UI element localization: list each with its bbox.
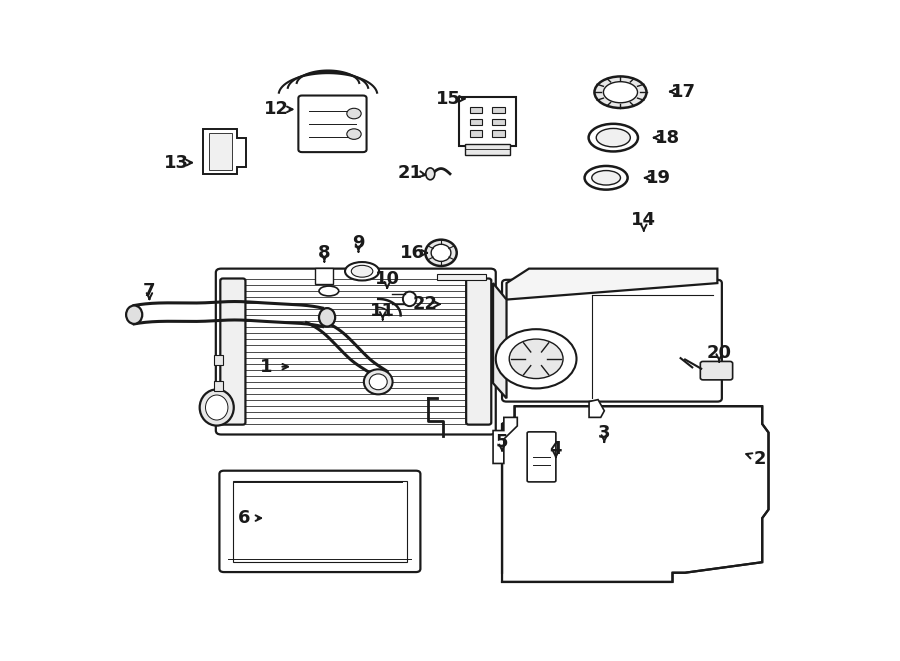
Text: 17: 17 [670,83,696,100]
Bar [470,130,482,137]
Ellipse shape [596,128,630,147]
Text: 4: 4 [550,440,562,458]
Polygon shape [493,417,518,463]
Text: 16: 16 [400,244,425,262]
Bar [214,381,223,391]
FancyBboxPatch shape [502,280,722,402]
Text: 9: 9 [352,234,365,252]
Text: 1: 1 [260,358,273,375]
Ellipse shape [426,168,435,180]
Ellipse shape [603,82,637,102]
FancyBboxPatch shape [700,362,733,380]
Text: 12: 12 [264,100,288,118]
Ellipse shape [589,124,638,151]
Circle shape [346,108,361,119]
Bar [492,118,505,125]
Circle shape [346,129,361,139]
FancyBboxPatch shape [466,278,491,424]
FancyBboxPatch shape [220,278,246,424]
Bar [465,144,510,155]
Polygon shape [203,129,247,174]
Text: 11: 11 [370,302,395,320]
Polygon shape [493,283,507,399]
Text: 6: 6 [238,509,250,527]
Text: 21: 21 [398,163,423,182]
Text: 13: 13 [164,153,189,172]
FancyBboxPatch shape [220,471,420,572]
Polygon shape [502,407,769,582]
Ellipse shape [319,308,335,327]
FancyBboxPatch shape [527,432,556,482]
Text: 8: 8 [318,244,330,262]
Bar [470,106,482,113]
Polygon shape [209,133,232,170]
Bar [492,106,505,113]
Ellipse shape [351,265,373,277]
Text: 7: 7 [143,282,156,300]
FancyBboxPatch shape [216,268,496,434]
Text: 18: 18 [654,129,680,147]
Text: 3: 3 [598,424,610,442]
Bar [233,481,407,563]
Text: 19: 19 [645,169,670,187]
Text: 2: 2 [753,450,766,468]
Ellipse shape [364,369,392,395]
Text: 15: 15 [436,90,461,108]
Ellipse shape [369,374,387,390]
Ellipse shape [403,292,417,306]
Ellipse shape [592,171,620,185]
Circle shape [496,329,577,389]
Text: 22: 22 [412,295,437,313]
Ellipse shape [585,166,627,190]
Circle shape [509,339,563,379]
Ellipse shape [319,286,338,296]
Polygon shape [590,400,604,417]
Text: 14: 14 [631,211,656,229]
Bar [436,274,486,280]
Bar [315,268,333,284]
Bar [214,355,223,365]
Ellipse shape [426,240,456,266]
Text: 5: 5 [496,434,508,451]
FancyBboxPatch shape [459,97,517,146]
Ellipse shape [126,305,142,324]
Polygon shape [507,268,717,299]
Bar [492,130,505,137]
Text: 10: 10 [374,270,400,288]
Bar [470,118,482,125]
Ellipse shape [345,262,379,280]
Ellipse shape [431,245,451,261]
Ellipse shape [200,389,234,426]
Ellipse shape [205,395,228,420]
FancyBboxPatch shape [299,96,366,152]
Ellipse shape [595,77,646,108]
Text: 20: 20 [706,344,732,362]
